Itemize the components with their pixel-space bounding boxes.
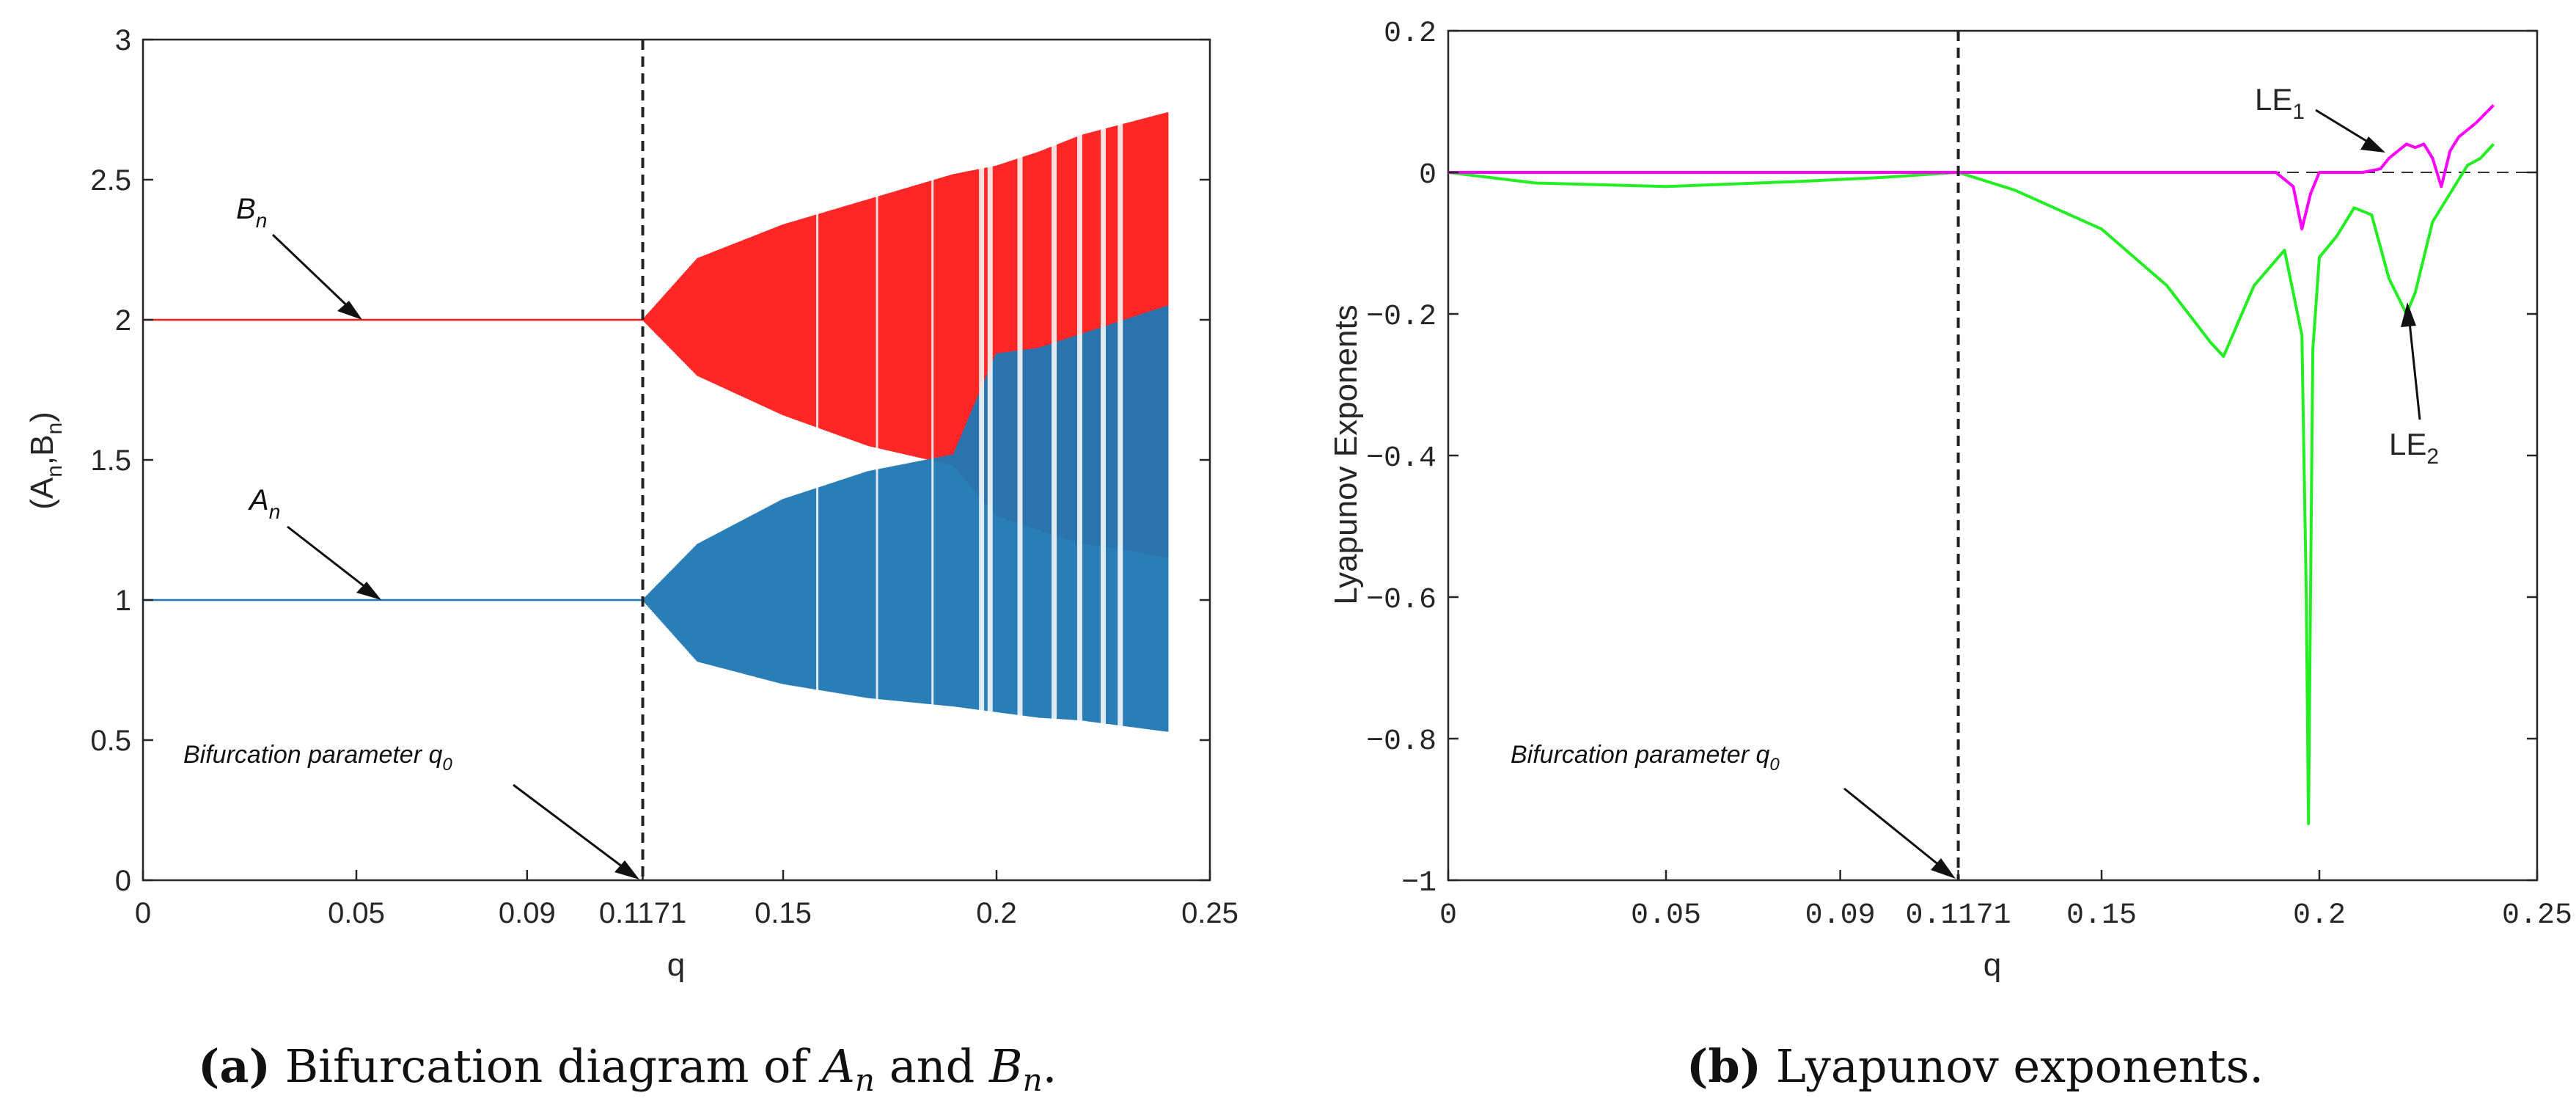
panel-a-an-label: An xyxy=(248,484,280,523)
panel-b-y-tick-label: −0.6 xyxy=(1366,584,1436,617)
panel-a-x-tick-label: 0.09 xyxy=(499,897,556,929)
panel-a-y-tick-label: 0.5 xyxy=(90,725,131,757)
panel-a-bifurcation-arrowhead xyxy=(614,860,639,879)
panel-a-y-ticks: 0 0.5 1 1.5 2 2.5 3 xyxy=(90,24,1210,897)
panel-b-x-tick-label: 0.09 xyxy=(1805,899,1876,932)
panel-b-y-tick-label: −1 xyxy=(1401,867,1436,900)
panel-b-bifurcation-arrow xyxy=(1843,787,1948,873)
panel-b-y-ticks: −1 −0.8 −0.6 −0.4 −0.2 0 0.2 xyxy=(1366,18,2537,900)
panel-b-y-tick-label: −0.4 xyxy=(1366,442,1436,475)
panel-a-x-axis-label: q xyxy=(667,947,685,983)
panel-a-fixed-lines xyxy=(143,318,643,601)
panel-b-le2-label: LE2 xyxy=(2389,427,2439,469)
panel-a-bn-label: Bn xyxy=(236,193,267,232)
panel-b-x-tick-label: 0.2 xyxy=(2293,899,2346,932)
panel-a-x-tick-label: 0.1171 xyxy=(599,897,686,929)
panel-a-an-arrowhead xyxy=(356,582,381,600)
panel-b-x-tick-label: 0.15 xyxy=(2066,899,2137,932)
panel-a-bn-arrowhead xyxy=(337,301,362,320)
panel-a-y-tick-label: 2 xyxy=(115,304,131,337)
panel-b-x-tick-label: 0 xyxy=(1439,899,1457,932)
panel-a-bifurcation-arrow xyxy=(513,783,631,874)
panel-a-bifurcation-annotation: Bifurcation parameter q0 xyxy=(183,741,452,775)
panel-b-x-ticks: 0 0.05 0.09 0.1171 0.15 0.2 0.25 xyxy=(1439,870,2572,932)
panel-a-x-tick-label: 0 xyxy=(135,897,151,929)
panel-b-caption: (b) Lyapunov exponents. xyxy=(1687,1039,2264,1093)
panel-b-le2-arrow xyxy=(2407,315,2421,420)
panel-b-lyapunov: 0 0.05 0.09 0.1171 0.15 0.2 0.25 −1 −0.8 −0.6 −0.… xyxy=(1328,18,2572,1093)
panel-b-y-tick-label: −0.8 xyxy=(1366,725,1436,758)
panel-b-le1-arrowhead xyxy=(2360,136,2385,153)
panel-a-y-tick-label: 1.5 xyxy=(90,445,131,477)
panel-a-y-axis-label: (An,Bn) xyxy=(24,411,67,510)
panel-b-bifurcation-arrowhead xyxy=(1931,858,1956,879)
panel-b-x-tick-label: 0.25 xyxy=(2502,899,2572,932)
panel-a-bn-arrow xyxy=(271,233,355,313)
panel-b-le1-arrow xyxy=(2315,109,2377,148)
panel-a-y-tick-label: 0 xyxy=(115,865,131,897)
panel-b-x-tick-label: 0.05 xyxy=(1631,899,1701,932)
panel-b-le2-arrowhead xyxy=(2401,302,2416,327)
panel-a-an-arrow xyxy=(287,525,373,594)
panel-a-bifurcation: 0 0.05 0.09 0.1171 0.15 0.2 0.25 0 0.5 1 1.5 2 2.5 3… xyxy=(24,24,1239,1101)
panel-a-caption: (a) Bifurcation diagram of An and Bn. xyxy=(198,1039,1057,1101)
panel-b-y-axis-label: Lyapunov Exponents xyxy=(1328,304,1364,604)
panel-a-x-tick-label: 0.25 xyxy=(1181,897,1239,929)
panel-b-le1-label: LE1 xyxy=(2255,82,2305,124)
panel-a-x-tick-label: 0.05 xyxy=(328,897,385,929)
panel-b-y-tick-label: 0.2 xyxy=(1384,18,1436,51)
panel-a-x-ticks: 0 0.05 0.09 0.1171 0.15 0.2 0.25 xyxy=(135,870,1239,929)
panel-a-y-tick-label: 2.5 xyxy=(90,164,131,197)
panel-a-y-tick-label: 1 xyxy=(115,585,131,617)
panel-b-y-tick-label: −0.2 xyxy=(1366,301,1436,334)
panel-a-x-tick-label: 0.15 xyxy=(755,897,812,929)
panel-a-bands xyxy=(642,109,1169,740)
series-le1 xyxy=(1448,103,2495,231)
panel-b-x-tick-label: 0.1171 xyxy=(1906,899,2011,932)
panel-b-bifurcation-annotation: Bifurcation parameter q0 xyxy=(1511,741,1780,775)
panel-b-y-tick-label: 0 xyxy=(1419,159,1436,192)
panel-a-y-tick-label: 3 xyxy=(115,24,131,56)
panel-a-x-tick-label: 0.2 xyxy=(976,897,1017,929)
panel-b-series xyxy=(1447,103,2495,825)
series-le2 xyxy=(1447,143,2495,825)
panel-b-x-axis-label: q xyxy=(1984,947,2001,983)
